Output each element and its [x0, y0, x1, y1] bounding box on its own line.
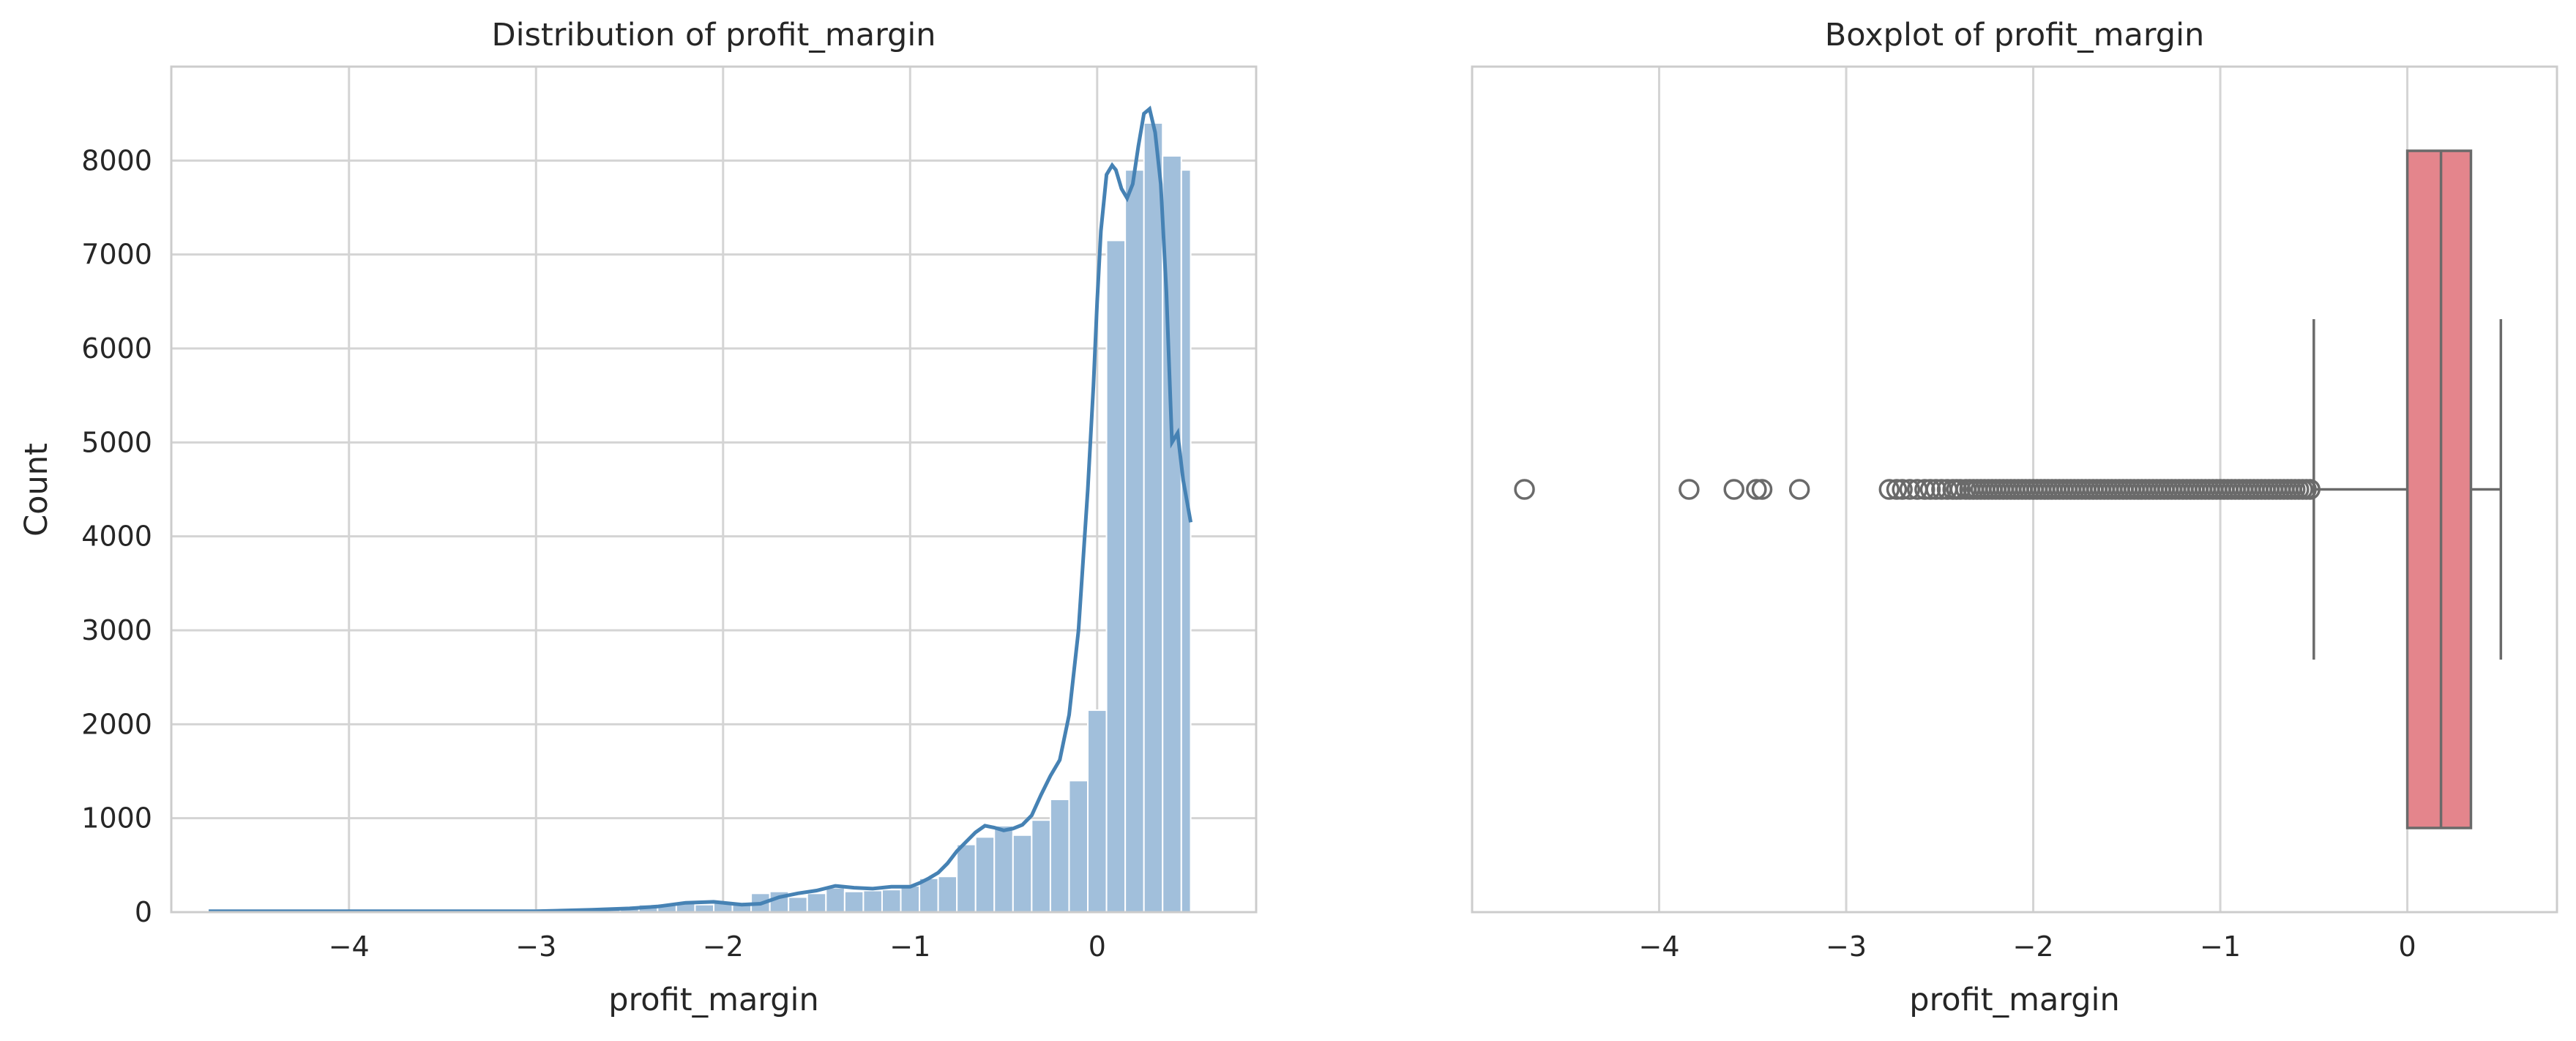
histogram-bar [1049, 799, 1070, 913]
outlier-point [1949, 479, 1971, 500]
boxplot-x-label: profit_margin [1909, 982, 2119, 1018]
x-tick-label: −4 [329, 930, 370, 963]
histogram-bar [825, 887, 845, 913]
outlier-point [1878, 479, 1900, 500]
histogram-bar [1143, 122, 1164, 913]
x-tick-label: −3 [1826, 930, 1867, 963]
histogram-bar [862, 889, 883, 913]
histogram-bar [1124, 169, 1145, 913]
outlier-point [1746, 479, 1767, 500]
x-tick-label: −1 [2200, 930, 2241, 963]
outlier-point [1914, 479, 1935, 500]
y-tick-label: 4000 [81, 520, 152, 553]
x-tick-label: −1 [889, 930, 930, 963]
boxplot-frame [1471, 65, 2558, 914]
y-tick-label: 3000 [81, 614, 152, 646]
outlier-point [1919, 479, 1941, 500]
x-tick-label: 0 [2398, 930, 2416, 963]
histogram-panel: −4 −3 −2 −1 0 0 1000 2000 3000 4000 5000 6000 7000 8… [18, 17, 1258, 1018]
boxplot-panel: −4 −3 −2 −1 0 Boxplot of profit_margin profi… [1471, 17, 2558, 1018]
histogram-bars [208, 122, 1192, 914]
y-tick-label: 6000 [81, 332, 152, 365]
x-tick-label: −2 [703, 930, 744, 963]
outlier-point [1679, 479, 1700, 500]
histogram-bar [881, 889, 902, 913]
outlier-point [1886, 479, 1908, 500]
histogram-bar [993, 824, 1014, 914]
x-tick-label: −2 [2013, 930, 2054, 963]
boxplot-x-ticks: −4 −3 −2 −1 0 [1639, 930, 2416, 963]
histogram-x-ticks: −4 −3 −2 −1 0 [329, 930, 1106, 963]
histogram-bar [1087, 709, 1108, 913]
outlier-point [1788, 479, 1810, 500]
histogram-bar [1031, 819, 1051, 913]
y-tick-label: 0 [135, 896, 152, 928]
histogram-bar [843, 890, 865, 914]
histogram-gridlines [171, 67, 1256, 914]
histogram-y-ticks: 0 1000 2000 3000 4000 5000 6000 7000 8000 [81, 144, 152, 928]
y-tick-label: 5000 [81, 426, 152, 458]
kde-line [209, 105, 1193, 914]
histogram-bar [1105, 239, 1127, 913]
outlier-point [1514, 479, 1535, 500]
histogram-title: Distribution of profit_margin [491, 17, 936, 53]
outlier-point [1925, 479, 1946, 500]
histogram-bar [1068, 780, 1089, 914]
histogram-y-label: Count [18, 443, 55, 537]
y-tick-label: 2000 [81, 708, 152, 740]
histogram-bar [900, 885, 921, 913]
boxplot-body [2312, 149, 2503, 829]
histogram-bar [694, 903, 715, 913]
boxplot-outliers [1514, 479, 2321, 500]
x-tick-label: −4 [1639, 930, 1680, 963]
outlier-point [1899, 479, 1921, 500]
histogram-bar [956, 843, 977, 913]
histogram-bar [806, 892, 827, 914]
histogram-plot-area [171, 67, 1256, 912]
y-tick-label: 1000 [81, 802, 152, 835]
x-tick-label: −3 [515, 930, 556, 963]
outlier-point [1892, 479, 1913, 500]
interquartile-box [2405, 149, 2473, 829]
histogram-bar [974, 836, 996, 914]
histogram-bar [1180, 169, 1192, 913]
histogram-bar [1012, 834, 1033, 914]
outlier-point [2299, 479, 2321, 500]
outlier-point [1723, 479, 1744, 500]
y-tick-label: 8000 [81, 144, 152, 176]
y-tick-label: 7000 [81, 239, 152, 271]
histogram-bar [788, 896, 808, 914]
histogram-frame [170, 65, 1258, 914]
outlier-point [1751, 479, 1773, 500]
histogram-bar [937, 876, 958, 913]
boxplot-title: Boxplot of profit_margin [1825, 17, 2205, 53]
histogram-x-label: profit_margin [608, 982, 818, 1018]
x-tick-label: 0 [1089, 930, 1106, 963]
